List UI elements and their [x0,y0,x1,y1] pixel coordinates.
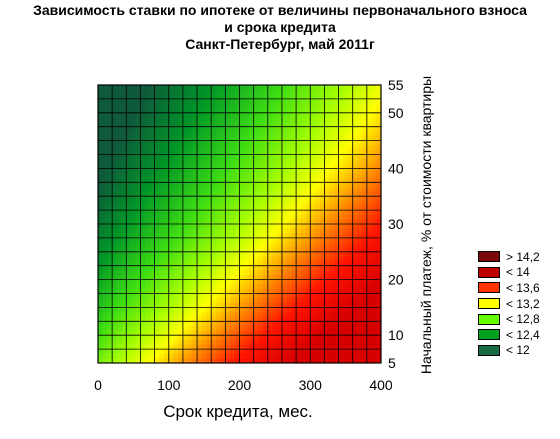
legend-item: < 14 [478,265,540,281]
chart-title: Зависимость ставки по ипотеке от величин… [0,2,560,53]
y-tick-label: 30 [388,216,404,232]
x-axis-ticks: 0 100 200 300 400 [94,377,393,393]
x-tick-label: 400 [369,377,393,393]
x-tick-label: 300 [299,377,323,393]
y-tick-label: 55 [388,77,404,93]
y-tick-label: 10 [388,327,404,343]
y-tick-label: 40 [388,160,404,176]
color-legend: > 14,2 < 14 < 13,6 < 13,2 < 12,8 < 12,4 < 12 [478,249,540,358]
legend-swatch [478,282,500,294]
legend-label: < 12,4 [506,327,540,342]
legend-swatch [478,313,500,325]
x-axis-label: Срок кредита, мес. [163,402,313,421]
legend-item: < 13,2 [478,296,540,312]
plot-grid [98,85,381,363]
legend-label: < 12 [506,343,530,358]
legend-item: < 13,6 [478,280,540,296]
y-axis-ticks: 55 50 40 30 20 10 5 [388,77,404,371]
legend-swatch [478,329,500,341]
legend-label: > 14,2 [506,249,540,264]
legend-item: > 14,2 [478,249,540,265]
legend-item: < 12,4 [478,327,540,343]
plot-cells [98,85,381,363]
y-axis-label: Начальный платеж, % от стоимости квартир… [418,76,434,374]
legend-label: < 12,8 [506,312,540,327]
y-tick-label: 20 [388,272,404,288]
legend-label: < 13,2 [506,296,540,311]
plot-frame [97,84,382,364]
legend-label: < 14 [506,265,530,280]
legend-swatch [478,266,500,278]
legend-swatch [478,344,500,356]
legend-item: < 12 [478,343,540,359]
legend-swatch [478,298,500,310]
legend-swatch [478,251,500,263]
title-line-2: и срока кредита [224,19,336,35]
x-tick-label: 0 [94,377,102,393]
title-line-3: Санкт-Петербург, май 2011г [185,36,375,52]
legend-item: < 12,8 [478,311,540,327]
x-tick-label: 200 [228,377,252,393]
x-tick-label: 100 [157,377,181,393]
legend-label: < 13,6 [506,280,540,295]
y-tick-label: 50 [388,105,404,121]
y-tick-label: 5 [388,355,396,371]
title-line-1: Зависимость ставки по ипотеке от величин… [33,2,527,18]
